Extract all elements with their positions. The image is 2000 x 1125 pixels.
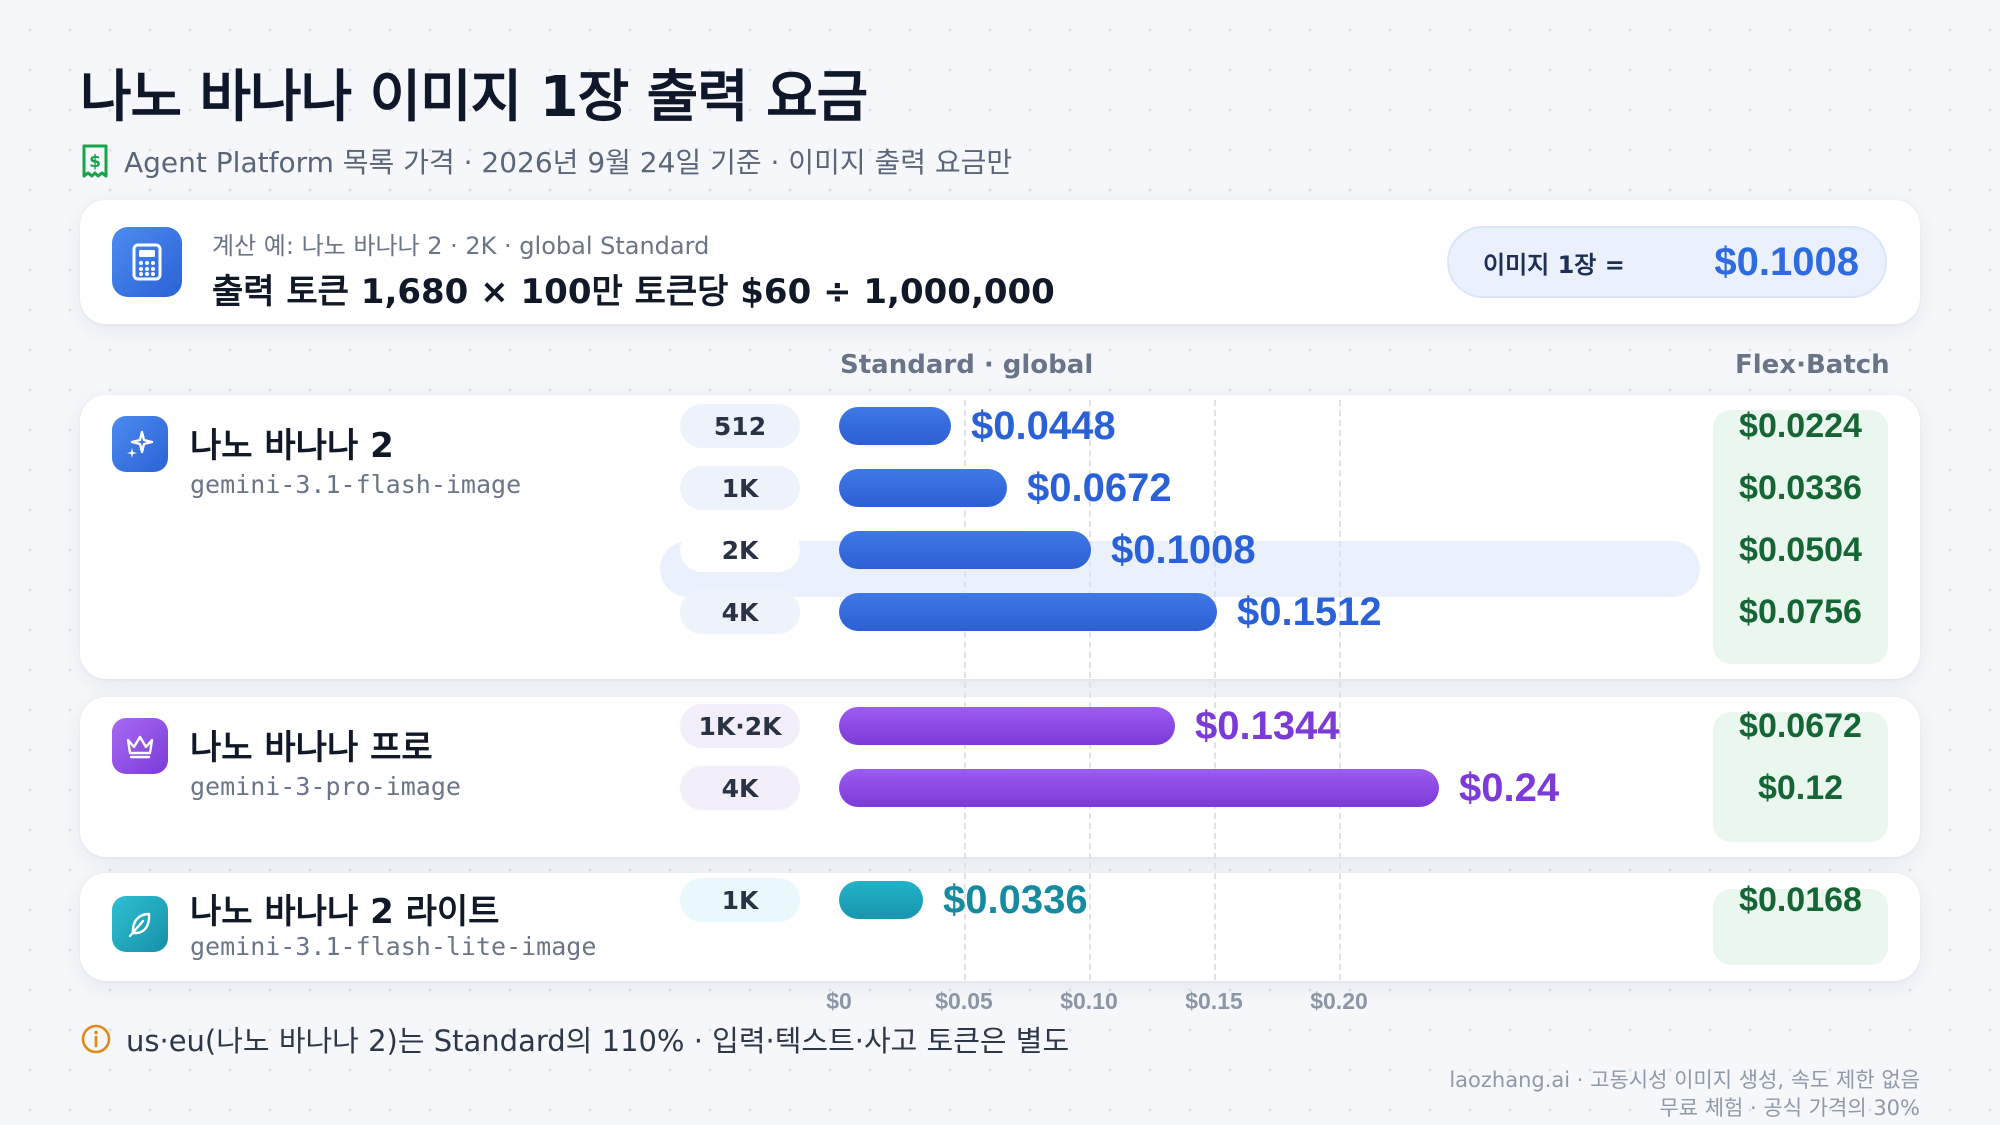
crown-icon: [112, 718, 168, 774]
flex-batch-value: $0.0224: [1739, 407, 1862, 445]
gridline: [1339, 400, 1341, 980]
flex-batch-value: $0.0504: [1739, 531, 1862, 569]
svg-text:$: $: [89, 152, 101, 172]
calc-formula: 출력 토큰 1,680 × 100만 토큰당 $60 ÷ 1,000,000: [212, 272, 1055, 312]
resolution-pill: 1K: [680, 466, 800, 510]
bar-value-label: $0.1344: [1195, 704, 1340, 748]
bar: [839, 593, 1217, 631]
bar-value-label: $0.0336: [943, 878, 1088, 922]
flex-batch-value: $0.0168: [1739, 881, 1862, 919]
x-tick-label: $0: [826, 988, 852, 1014]
bar: [839, 531, 1091, 569]
gridline: [964, 400, 966, 980]
standard-column-header: Standard · global: [840, 350, 1094, 380]
bar-value-label: $0.24: [1459, 766, 1560, 810]
bar-value-label: $0.0672: [1027, 466, 1172, 510]
sparkles-icon: [112, 416, 168, 472]
bar: [839, 469, 1007, 507]
model-name: 나노 바나나 2: [190, 426, 394, 466]
flex-batch-value: $0.0672: [1739, 707, 1862, 745]
flex-panel: [1713, 889, 1888, 965]
highlight-row-2k: [660, 541, 1700, 597]
model-name: 나노 바나나 2 라이트: [190, 892, 500, 932]
bar: [839, 407, 951, 445]
flex-panel: [1713, 410, 1888, 664]
credit-line-1: laozhang.ai · 고동시성 이미지 생성, 속도 제한 없음: [1449, 1068, 1920, 1092]
x-tick-label: $0.10: [1060, 988, 1118, 1014]
resolution-pill: 4K: [680, 590, 800, 634]
bar: [839, 769, 1439, 807]
flex-panel: [1713, 712, 1888, 842]
page-title: 나노 바나나 이미지 1장 출력 요금: [80, 65, 868, 130]
x-tick-label: $0.05: [935, 988, 993, 1014]
bar: [839, 881, 923, 919]
model-card-nano-banana-2-lite: [80, 873, 1920, 981]
result-value: $0.1008: [1714, 239, 1859, 284]
subtitle-text: Agent Platform 목록 가격 · 2026년 9월 24일 기준 ·…: [124, 146, 1013, 179]
footnote: us·eu(나노 바나나 2)는 Standard의 110% · 입력·텍스트…: [80, 1018, 1069, 1060]
credit-line-2: 무료 체험 · 공식 가격의 30%: [1659, 1096, 1920, 1120]
gridline: [1214, 400, 1216, 980]
flex-batch-value: $0.12: [1757, 769, 1844, 807]
bar-value-label: $0.1008: [1111, 528, 1256, 572]
model-id: gemini-3-pro-image: [190, 772, 461, 801]
flex-batch-value: $0.0756: [1739, 593, 1862, 631]
calculator-icon: [112, 227, 182, 297]
calc-example-label: 계산 예: 나노 바나나 2 · 2K · global Standard: [212, 232, 710, 260]
flex-column-header: Flex·Batch: [1735, 350, 1890, 380]
gridline: [1089, 400, 1091, 980]
resolution-pill: 1K·2K: [680, 704, 800, 748]
receipt-dollar-icon: $: [80, 144, 110, 178]
result-label: 이미지 1장 =: [1483, 250, 1625, 279]
resolution-pill: 1K: [680, 878, 800, 922]
model-id: gemini-3.1-flash-lite-image: [190, 932, 597, 961]
subtitle: $ Agent Platform 목록 가격 · 2026년 9월 24일 기준…: [80, 141, 1012, 181]
info-icon: [80, 1023, 112, 1055]
feather-icon: [112, 896, 168, 952]
flex-batch-value: $0.0336: [1739, 469, 1862, 507]
model-id: gemini-3.1-flash-image: [190, 470, 522, 499]
model-name: 나노 바나나 프로: [190, 728, 433, 768]
resolution-pill: 4K: [680, 766, 800, 810]
bar: [839, 707, 1175, 745]
x-tick-label: $0.15: [1185, 988, 1243, 1014]
resolution-pill: 512: [680, 404, 800, 448]
x-tick-label: $0.20: [1310, 988, 1368, 1014]
resolution-pill: 2K: [680, 528, 800, 572]
bar-value-label: $0.0448: [971, 404, 1116, 448]
footnote-text: us·eu(나노 바나나 2)는 Standard의 110% · 입력·텍스트…: [126, 1024, 1070, 1058]
bar-value-label: $0.1512: [1237, 590, 1382, 634]
result-pill: 이미지 1장 = $0.1008: [1447, 226, 1887, 298]
